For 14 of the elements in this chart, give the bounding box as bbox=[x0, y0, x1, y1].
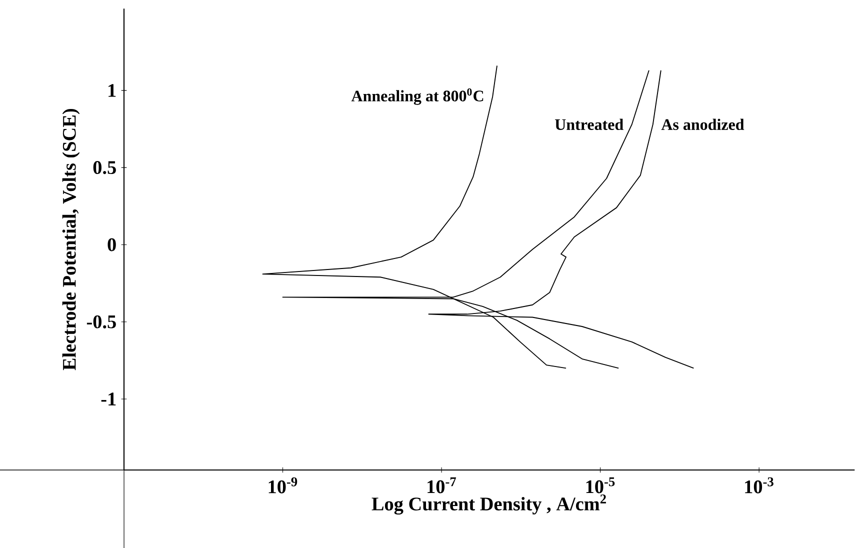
x-tick-label: 10$^{-5}$ bbox=[586, 477, 615, 494]
y-axis-title: Electrode Potential, Volts (SCE) bbox=[62, 108, 80, 370]
y-tick-label: 1 bbox=[108, 84, 116, 97]
y-tick-label: 0.5 bbox=[93, 161, 116, 174]
y-tick-label: -0.5 bbox=[86, 315, 116, 328]
x-tick-label: 10$^{-9}$ bbox=[268, 477, 298, 494]
x-axis-title: Log Current Density , A/cm$^{2}$ bbox=[372, 494, 606, 515]
series-label: As anodized bbox=[661, 118, 744, 130]
x-tick-label: 10$^{-7}$ bbox=[428, 477, 456, 494]
x-tick-label: 10$^{-3}$ bbox=[745, 477, 774, 494]
y-tick-label: 0 bbox=[108, 238, 116, 252]
series-label: Untreated bbox=[554, 118, 624, 130]
y-tick-label: -1 bbox=[101, 392, 116, 406]
series-label: Annealing at 800$^{0}$C bbox=[351, 88, 484, 105]
